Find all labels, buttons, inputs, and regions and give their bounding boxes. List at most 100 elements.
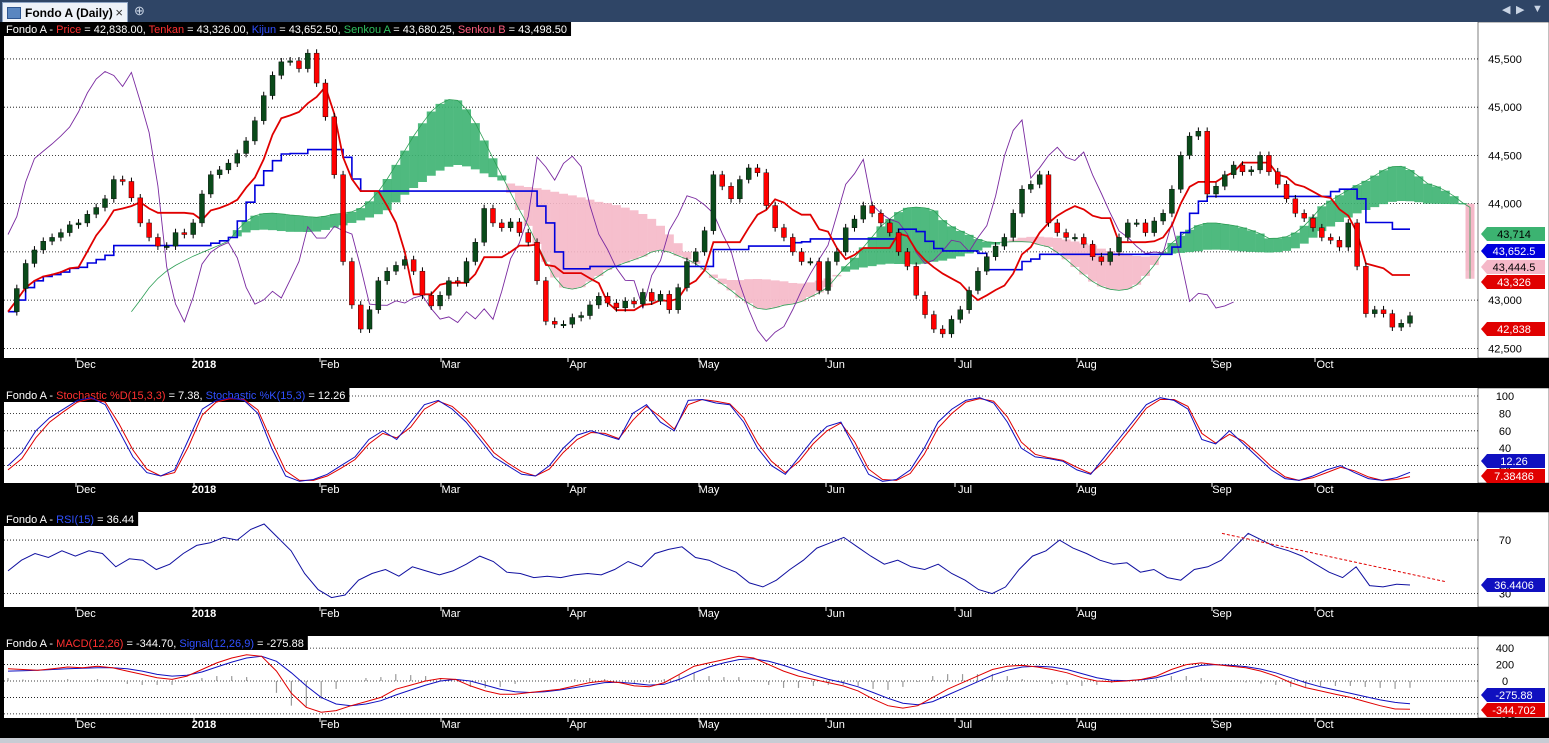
candle-body	[525, 232, 531, 243]
candle-body	[516, 221, 523, 233]
candle-body	[1336, 240, 1343, 248]
candle-body	[111, 179, 117, 200]
close-tab-icon[interactable]: ×	[115, 5, 123, 20]
value-tag-label: 42,838	[1497, 324, 1531, 336]
candle-body	[948, 319, 955, 335]
candle-body	[1089, 243, 1096, 257]
candle-body	[1028, 184, 1034, 190]
value-tag-label: 7.38486	[1494, 471, 1534, 483]
candle-body	[931, 314, 937, 330]
candle-body	[1010, 213, 1016, 238]
y-tick-label: 44,500	[1488, 150, 1522, 162]
chart-document-tab[interactable]: Fondo A (Daily) ×	[2, 2, 128, 22]
candle-body	[781, 227, 787, 238]
stochastic-panel[interactable]: 10080604020Fondo A - Stochastic %D(15,3,…	[0, 387, 1549, 496]
legend-segment: = 36.44	[94, 514, 134, 526]
chart-tab-title: Fondo A (Daily)	[25, 5, 113, 20]
candle-body	[878, 213, 884, 224]
scroll-left-icon[interactable]: ◀	[1502, 4, 1511, 16]
x-tick-label: Jul	[958, 719, 972, 731]
legend-segment: Senkou A	[344, 24, 392, 36]
candle-body	[199, 193, 205, 224]
x-tick-label: Oct	[1316, 484, 1333, 496]
y-axis-strip	[1477, 22, 1549, 359]
document-tab-bar: Fondo A (Daily) × ⊕ ◀ ▶ ▼	[0, 0, 1549, 23]
candle-body	[305, 52, 311, 69]
candle-body	[1195, 131, 1202, 137]
legend-segment: Fondo A -	[6, 390, 56, 402]
y-tick-label: 40	[1499, 443, 1511, 455]
candle-body	[1045, 174, 1052, 224]
panel-legend: Fondo A - Stochastic %D(15,3,3) = 7.38, …	[6, 390, 345, 402]
candle-body	[851, 218, 858, 228]
x-tick-label: Dec	[76, 719, 96, 731]
candle-body	[172, 232, 179, 247]
x-tick-label: Jul	[958, 484, 972, 496]
candle-body	[1213, 186, 1219, 195]
candle-body	[719, 174, 725, 187]
candle-body	[790, 237, 796, 253]
kijun-line	[8, 148, 1410, 313]
x-tick-label: Sep	[1212, 484, 1232, 496]
y-tick-label: 200	[1496, 660, 1514, 672]
candle-body	[208, 174, 214, 195]
chikou-span-line	[7, 70, 1234, 342]
y-tick-label: 100	[1496, 391, 1514, 403]
candle-body	[1160, 213, 1166, 222]
x-tick-label: Mar	[442, 484, 461, 496]
candle-body	[366, 309, 373, 330]
x-tick-label: Aug	[1077, 608, 1097, 620]
x-tick-label: May	[699, 719, 720, 731]
candle-body	[834, 251, 840, 262]
x-tick-label: Mar	[442, 608, 461, 620]
candle-body	[975, 270, 981, 291]
candle-body	[1275, 171, 1281, 185]
x-tick-label: Jun	[827, 608, 845, 620]
candle-body	[22, 263, 29, 289]
value-tag	[1481, 260, 1545, 274]
tab-menu-icon[interactable]: ▼	[1532, 3, 1543, 15]
value-tag	[1481, 688, 1545, 702]
x-tick-label: Apr	[569, 719, 586, 731]
candle-body	[402, 259, 408, 266]
candle-body	[419, 270, 426, 296]
candle-body	[164, 245, 170, 248]
candle-body	[1098, 256, 1105, 262]
candle-body	[1248, 169, 1254, 173]
candle-body	[1054, 222, 1060, 233]
price-panel[interactable]: 45,50045,00044,50044,00043,50043,00042,5…	[0, 22, 1549, 371]
candle-body	[428, 295, 434, 307]
candle-body	[666, 294, 673, 310]
candle-body	[384, 270, 390, 282]
candle-body	[1036, 174, 1043, 185]
candle-body	[966, 290, 972, 310]
candle-body	[234, 153, 240, 164]
y-tick-label: 80	[1499, 408, 1511, 420]
candle-body	[463, 261, 470, 283]
candle-body	[1230, 164, 1237, 175]
x-axis-strip	[0, 607, 1478, 620]
value-tag	[1481, 454, 1545, 468]
candle-body	[119, 179, 126, 182]
candle-body	[842, 227, 849, 253]
scroll-right-icon[interactable]: ▶	[1516, 4, 1525, 16]
candle-body	[569, 317, 576, 325]
candle-body	[860, 205, 867, 220]
legend-segment: = 43,326.00,	[184, 24, 252, 36]
x-tick-label: Oct	[1316, 719, 1333, 731]
candle-body	[684, 261, 690, 288]
value-tag	[1481, 275, 1545, 289]
candle-body	[984, 256, 990, 272]
candle-body	[737, 179, 743, 200]
candle-body	[887, 222, 893, 233]
pin-icon[interactable]: ⊕	[134, 3, 145, 18]
candle-body	[331, 116, 337, 175]
candle-body	[1151, 220, 1157, 233]
chart-area[interactable]: 45,50045,00044,50044,00043,50043,00042,5…	[0, 22, 1549, 738]
x-tick-label: Mar	[442, 359, 461, 371]
candle-body	[1239, 164, 1246, 173]
candle-body	[375, 280, 382, 310]
candle-body	[437, 295, 443, 307]
